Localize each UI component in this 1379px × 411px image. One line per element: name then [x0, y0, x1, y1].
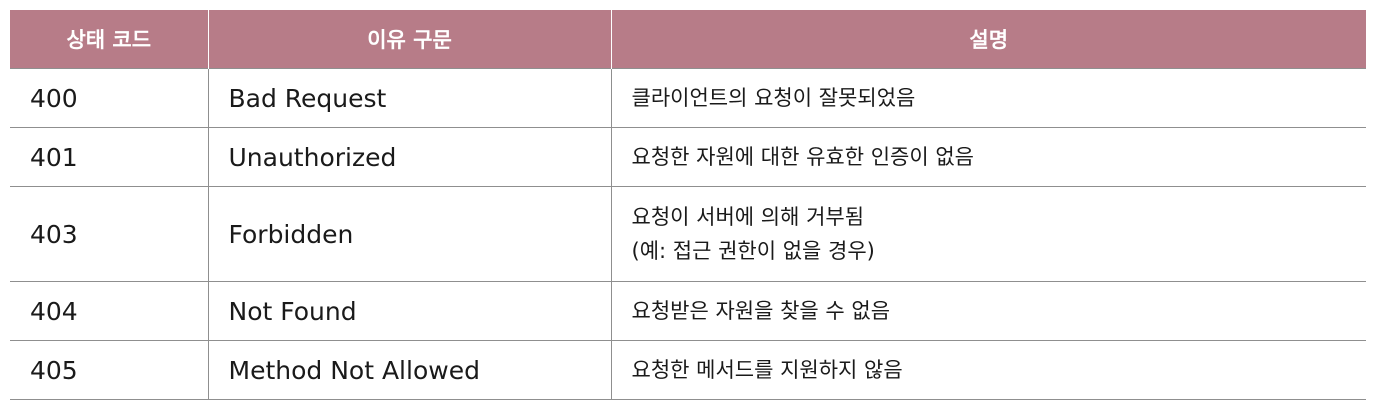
- reason-cell: Forbidden: [208, 186, 612, 282]
- table-row: 403 Forbidden 요청이 서버에 의해 거부됨 (예: 접근 권한이 …: [10, 186, 1366, 282]
- header-status-code: 상태 코드: [10, 10, 209, 69]
- description-line: 요청한 자원에 대한 유효한 인증이 없음: [631, 145, 975, 169]
- table-row: 404 Not Found 요청받은 자원을 찾을 수 없음: [10, 281, 1366, 341]
- table-header: 상태 코드 이유 구문 설명: [10, 10, 1366, 69]
- description-line: 요청이 서버에 의해 거부됨: [631, 205, 865, 229]
- status-code-cell: 403: [10, 186, 209, 282]
- description-line: 클라이언트의 요청이 잘못되었음: [631, 86, 916, 110]
- header-reason-phrase: 이유 구문: [208, 10, 612, 69]
- table-row: 400 Bad Request 클라이언트의 요청이 잘못되었음: [10, 68, 1366, 128]
- table-row: 405 Method Not Allowed 요청한 메서드를 지원하지 않음: [10, 340, 1366, 400]
- description-cell: 요청이 서버에 의해 거부됨 (예: 접근 권한이 없을 경우): [611, 186, 1366, 282]
- header-description: 설명: [611, 10, 1366, 69]
- description-cell: 요청받은 자원을 찾을 수 없음: [611, 281, 1366, 341]
- status-code-cell: 401: [10, 127, 209, 187]
- reason-cell: Bad Request: [208, 68, 612, 128]
- table-row: 401 Unauthorized 요청한 자원에 대한 유효한 인증이 없음: [10, 127, 1366, 187]
- description-cell: 요청한 메서드를 지원하지 않음: [611, 340, 1366, 400]
- reason-cell: Unauthorized: [208, 127, 612, 187]
- description-line: (예: 접근 권한이 없을 경우): [631, 239, 875, 263]
- status-code-cell: 400: [10, 68, 209, 128]
- description-line: 요청받은 자원을 찾을 수 없음: [631, 299, 891, 323]
- reason-cell: Method Not Allowed: [208, 340, 612, 400]
- http-status-table: 상태 코드 이유 구문 설명 400 Bad Request 클라이언트의 요청…: [10, 10, 1366, 400]
- reason-cell: Not Found: [208, 281, 612, 341]
- status-code-cell: 405: [10, 340, 209, 400]
- status-code-cell: 404: [10, 281, 209, 341]
- description-line: 요청한 메서드를 지원하지 않음: [631, 358, 903, 382]
- description-cell: 클라이언트의 요청이 잘못되었음: [611, 68, 1366, 128]
- description-cell: 요청한 자원에 대한 유효한 인증이 없음: [611, 127, 1366, 187]
